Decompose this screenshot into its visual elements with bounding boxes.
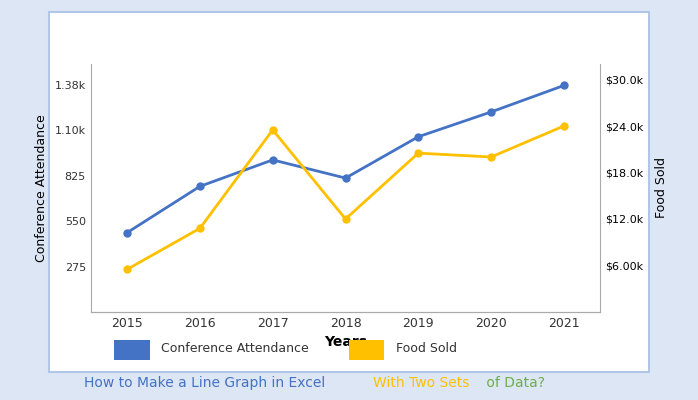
- FancyBboxPatch shape: [114, 340, 149, 360]
- FancyBboxPatch shape: [349, 340, 384, 360]
- Y-axis label: Conference Attendance: Conference Attendance: [35, 114, 47, 262]
- Text: Conference Attendance: Conference Attendance: [161, 342, 309, 354]
- Y-axis label: Food Sold: Food Sold: [655, 158, 667, 218]
- Text: With Two Sets: With Two Sets: [373, 376, 470, 390]
- Text: of Data?: of Data?: [482, 376, 544, 390]
- Text: Food Sold: Food Sold: [396, 342, 457, 354]
- X-axis label: Years: Years: [324, 336, 367, 350]
- Text: How to Make a Line Graph in Excel: How to Make a Line Graph in Excel: [84, 376, 329, 390]
